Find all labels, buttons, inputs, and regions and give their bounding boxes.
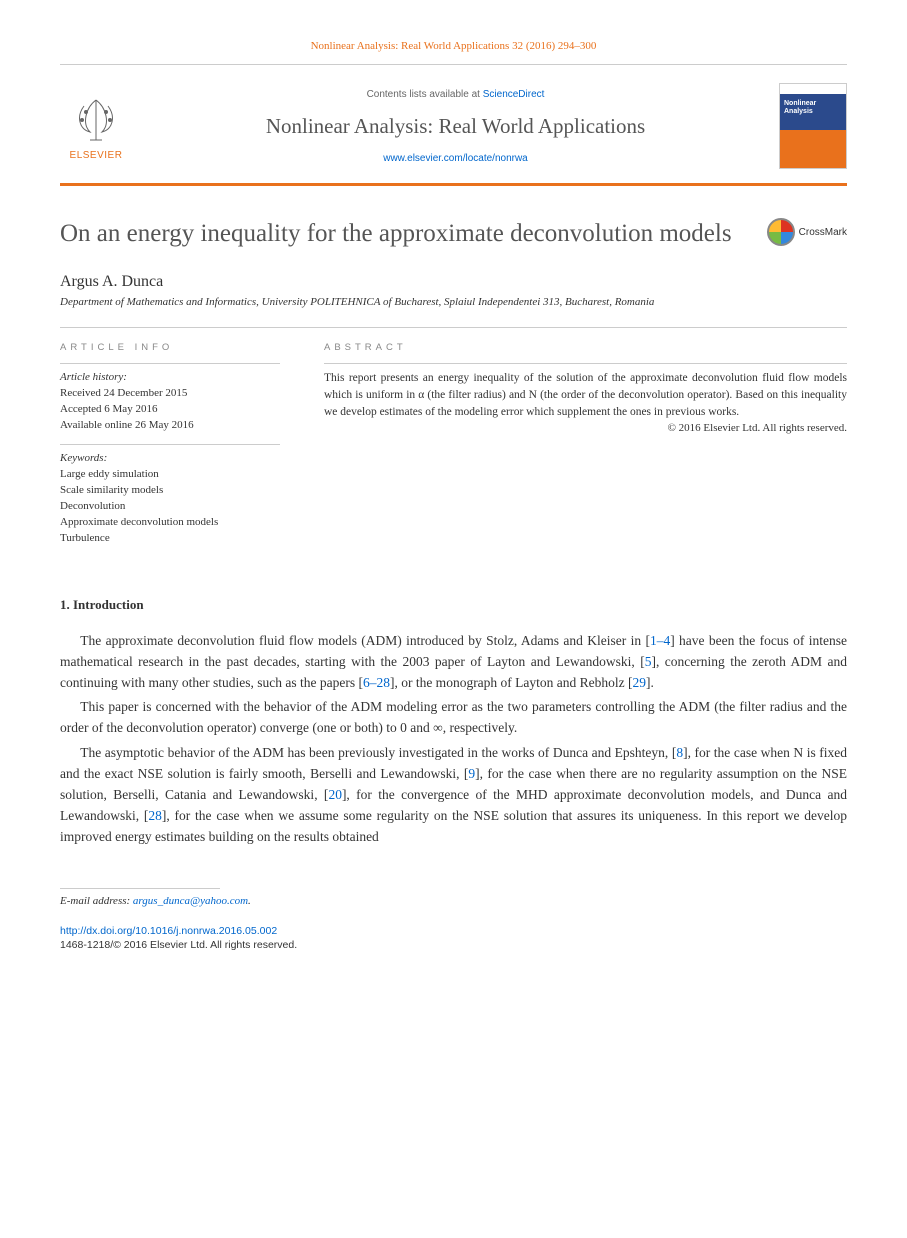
ref-link[interactable]: 1–4 — [650, 633, 670, 648]
title-row: On an energy inequality for the approxim… — [60, 218, 847, 251]
ref-link[interactable]: 20 — [328, 787, 342, 802]
keywords-block: Keywords: Large eddy simulation Scale si… — [60, 444, 280, 547]
ref-link[interactable]: 29 — [633, 675, 647, 690]
intro-para-3: The asymptotic behavior of the ADM has b… — [60, 743, 847, 848]
intro-para-1: The approximate deconvolution fluid flow… — [60, 631, 847, 694]
keyword-item: Deconvolution — [60, 499, 280, 515]
article-info-column: ARTICLE INFO Article history: Received 2… — [60, 342, 280, 546]
journal-header: ELSEVIER Contents lists available at Sci… — [60, 64, 847, 186]
para-text: The approximate deconvolution fluid flow… — [80, 633, 650, 648]
para-text: The asymptotic behavior of the ADM has b… — [80, 745, 676, 760]
abstract-copyright: © 2016 Elsevier Ltd. All rights reserved… — [324, 422, 847, 434]
bottom-copyright: 1468-1218/© 2016 Elsevier Ltd. All right… — [60, 939, 847, 951]
keyword-item: Large eddy simulation — [60, 467, 280, 483]
ref-link[interactable]: 6–28 — [363, 675, 390, 690]
history-label: Article history: — [60, 370, 280, 386]
ref-link[interactable]: 28 — [148, 808, 162, 823]
para-text: ], for the case when we assume some regu… — [60, 808, 847, 844]
contents-prefix: Contents lists available at — [367, 89, 483, 100]
cover-title-text: Nonlinear Analysis — [784, 100, 846, 115]
author-affiliation: Department of Mathematics and Informatic… — [60, 295, 847, 310]
contents-line: Contents lists available at ScienceDirec… — [150, 89, 761, 100]
para-text: ]. — [646, 675, 654, 690]
journal-name: Nonlinear Analysis: Real World Applicati… — [150, 114, 761, 139]
email-label: E-mail address: — [60, 895, 133, 907]
para-text: ], or the monograph of Layton and Rebhol… — [390, 675, 633, 690]
email-line: E-mail address: argus_dunca@yahoo.com. — [60, 895, 847, 907]
author-name: Argus A. Dunca — [60, 273, 847, 291]
article-info-heading: ARTICLE INFO — [60, 342, 280, 353]
footer-separator — [60, 888, 220, 889]
abstract-column: ABSTRACT This report presents an energy … — [324, 342, 847, 546]
elsevier-label: ELSEVIER — [70, 150, 123, 161]
journal-homepage-link[interactable]: www.elsevier.com/locate/nonrwa — [150, 153, 761, 164]
keyword-item: Turbulence — [60, 531, 280, 547]
history-received: Received 24 December 2015 — [60, 386, 280, 402]
crossmark-label: CrossMark — [799, 227, 847, 238]
top-citation: Nonlinear Analysis: Real World Applicati… — [60, 40, 847, 52]
journal-cover-thumbnail: Nonlinear Analysis — [779, 83, 847, 169]
keyword-item: Scale similarity models — [60, 483, 280, 499]
author-email-link[interactable]: argus_dunca@yahoo.com — [133, 895, 248, 907]
keyword-item: Approximate deconvolution models — [60, 515, 280, 531]
crossmark-icon — [767, 218, 795, 246]
elsevier-tree-icon — [68, 92, 124, 148]
history-block: Article history: Received 24 December 20… — [60, 363, 280, 434]
crossmark-badge[interactable]: CrossMark — [767, 218, 847, 246]
elsevier-logo-block: ELSEVIER — [60, 92, 132, 161]
intro-para-2: This paper is concerned with the behavio… — [60, 697, 847, 739]
history-accepted: Accepted 6 May 2016 — [60, 402, 280, 418]
abstract-text: This report presents an energy inequalit… — [324, 363, 847, 420]
sciencedirect-link[interactable]: ScienceDirect — [483, 89, 545, 100]
article-title: On an energy inequality for the approxim… — [60, 218, 747, 251]
journal-center: Contents lists available at ScienceDirec… — [150, 89, 761, 164]
meta-section: ARTICLE INFO Article history: Received 2… — [60, 327, 847, 546]
keywords-label: Keywords: — [60, 451, 280, 467]
doi-link[interactable]: http://dx.doi.org/10.1016/j.nonrwa.2016.… — [60, 925, 847, 937]
history-online: Available online 26 May 2016 — [60, 418, 280, 434]
section-1-heading: 1. Introduction — [60, 597, 847, 613]
abstract-heading: ABSTRACT — [324, 342, 847, 353]
